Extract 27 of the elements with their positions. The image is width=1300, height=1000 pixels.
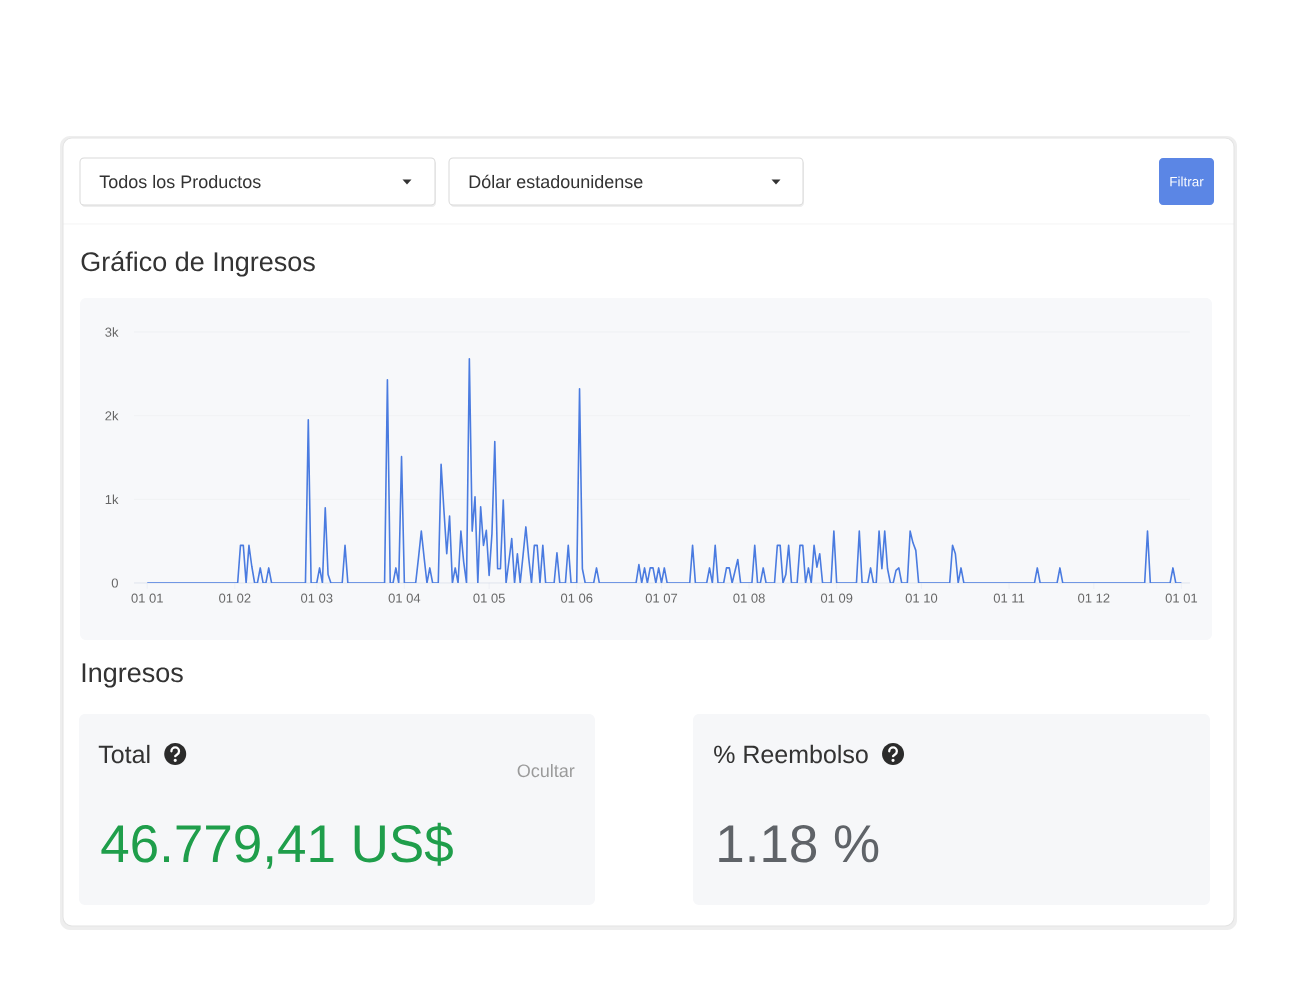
x-tick-label: 01 10	[905, 593, 938, 603]
x-tick-label: 01 06	[560, 593, 593, 603]
y-tick-label: 0	[111, 578, 118, 588]
x-tick-label: 01 08	[733, 593, 765, 603]
x-tick-label: 01 11	[993, 593, 1025, 603]
text: Ingresos	[82, 663, 183, 688]
x-tick-label: 01 07	[645, 593, 678, 603]
x-tick-label: 01 09	[820, 593, 853, 603]
x-tick-label: 01 04	[388, 593, 421, 603]
x-tick-label: 01 01	[1165, 593, 1198, 603]
text: Todos los Productos	[99, 174, 261, 189]
x-tick-label: 01 02	[219, 593, 251, 603]
text: % Reembolso	[714, 744, 868, 764]
text: Ocultar	[517, 763, 575, 778]
x-tick-label: 01 12	[1078, 593, 1110, 603]
chart-title: Gráfico de Ingresos	[81, 251, 315, 277]
text: Dólar estadounidense	[469, 174, 643, 189]
text: Filtrar	[1170, 176, 1204, 187]
x-tick-label: 01 05	[473, 593, 505, 603]
y-tick-label: 3k	[105, 327, 119, 337]
text: Total	[98, 744, 150, 764]
y-tick-label: 2k	[105, 410, 119, 421]
x-tick-label: 01 01	[131, 593, 163, 603]
text: 46.779,41 US$	[101, 822, 453, 869]
text: 1.18 %	[719, 824, 879, 863]
y-tick-label: 1k	[105, 494, 119, 505]
x-tick-label: 01 03	[301, 593, 333, 603]
